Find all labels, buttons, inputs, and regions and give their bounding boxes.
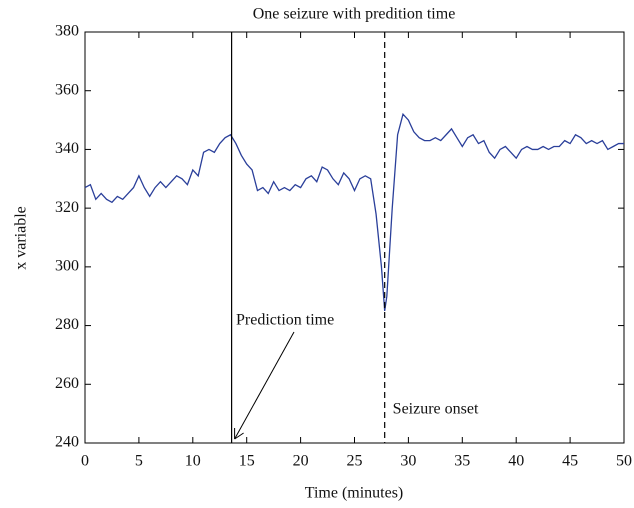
x-tick-label: 0	[81, 453, 89, 470]
y-tick-label: 280	[55, 316, 79, 333]
annotation: Prediction time	[236, 312, 334, 329]
x-tick-label: 40	[508, 453, 524, 470]
x-tick-label: 20	[293, 453, 309, 470]
y-tick-label: 240	[55, 434, 79, 451]
y-tick-label: 340	[55, 140, 79, 157]
chart-title: One seizure with predition time	[253, 6, 456, 23]
y-tick-label: 320	[55, 199, 79, 216]
x-tick-label: 50	[616, 453, 632, 470]
plot-frame	[84, 31, 625, 444]
y-tick-label: 380	[55, 23, 79, 40]
x-tick-label: 45	[562, 453, 578, 470]
y-axis-label: x variable	[13, 206, 30, 270]
y-tick-label: 300	[55, 258, 79, 275]
x-tick-label: 25	[347, 453, 363, 470]
annotation: Seizure onset	[393, 401, 479, 418]
y-tick-label: 360	[55, 81, 79, 98]
x-axis-label: Time (minutes)	[305, 485, 404, 502]
x-tick-label: 30	[400, 453, 416, 470]
annotation-arrow	[234, 331, 295, 440]
x-tick-label: 10	[185, 453, 201, 470]
x-tick-label: 15	[239, 453, 255, 470]
x-tick-label: 5	[135, 453, 143, 470]
data-line	[84, 112, 624, 311]
y-tick-label: 260	[55, 375, 79, 392]
x-tick-label: 35	[454, 453, 470, 470]
arrow-head	[234, 428, 244, 440]
